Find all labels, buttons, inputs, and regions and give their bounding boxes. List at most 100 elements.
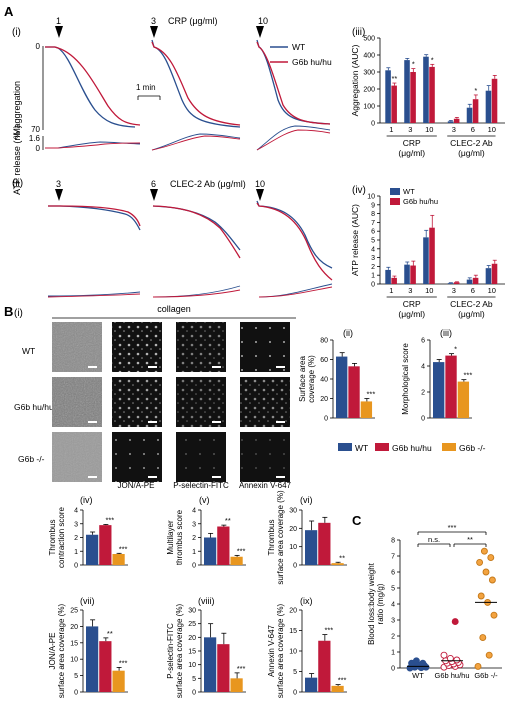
panel-B-ii-label: (ii) — [343, 328, 353, 338]
row-label-wt: WT — [22, 346, 35, 356]
data-point-G6b -/- — [485, 651, 493, 659]
bar-G6b hu/hu — [410, 265, 416, 284]
agonist-arrow-icon — [55, 26, 63, 38]
bar-G6b hu/hu — [472, 277, 479, 284]
tick-0b: 0 — [36, 144, 41, 153]
y-tick-label: 15 — [70, 640, 78, 647]
y-tick-label: 0 — [74, 690, 78, 697]
x-tick-label: 10 — [488, 286, 496, 295]
dose-label-row2-3: 10 — [255, 179, 265, 189]
bar-G6b hu/hu — [348, 366, 360, 418]
significance-label: *** — [119, 658, 128, 667]
panel-A-i-label: (i) — [12, 27, 21, 38]
y-axis-title: Thrombus — [267, 519, 276, 555]
x-tick-label: 3 — [408, 125, 412, 134]
y-tick-label: 3 — [74, 521, 78, 528]
significance-label: *** — [338, 676, 347, 685]
panel-B-i-label: (i) — [14, 308, 23, 319]
group-label: (μg/ml) — [398, 309, 425, 319]
bar-WT — [204, 637, 217, 692]
legend-label: WT — [403, 187, 415, 196]
panel-A-iv-label: (iv) — [352, 185, 366, 196]
data-point-G6b -/- — [479, 634, 487, 642]
tick-1-6: 1.6 — [29, 134, 41, 143]
bar-G6b hu/hu — [491, 263, 498, 284]
y-axis-title: Blood loss:body weight — [367, 562, 376, 645]
y-axis-atp: ATP release (nM) — [12, 125, 22, 195]
bar-G6b -/- — [230, 556, 243, 565]
significance-label: *** — [237, 546, 246, 555]
data-point-G6b hu/hu — [453, 656, 461, 664]
significance-label: *** — [366, 390, 375, 399]
dose-label-row1-3: 10 — [258, 16, 268, 26]
y-axis-title: JON/A-PE — [48, 633, 57, 670]
y-tick-label: 30 — [289, 508, 297, 515]
y-tick-label: 1 — [371, 273, 375, 280]
legend-wt-label: WT — [292, 42, 305, 52]
legend-b-hu-swatch — [375, 443, 389, 451]
legend-swatch — [390, 188, 400, 195]
bar-G6b hu/hu — [217, 644, 230, 692]
y-tick-label: 10 — [367, 194, 375, 201]
y-tick-label: 2 — [192, 535, 196, 542]
x-tick-label: 6 — [471, 125, 475, 134]
significance-label: * — [412, 60, 415, 69]
y-tick-label: 15 — [289, 628, 297, 635]
y-tick-label: 5 — [192, 676, 196, 683]
bar-G6b hu/hu — [217, 526, 230, 565]
y-axis-aggregation: % aggregation — [12, 81, 22, 139]
group-label: (μg/ml) — [398, 148, 425, 158]
panel-B-iv-label: (iv) — [80, 495, 93, 505]
bar-G6b hu/hu — [99, 641, 112, 692]
y-tick-label: 20 — [289, 608, 297, 615]
bar-G6b -/- — [112, 670, 125, 692]
y-tick-label: 4 — [391, 602, 395, 609]
y-tick-label: 200 — [363, 87, 375, 94]
panel-B-iii-label: (iii) — [440, 328, 452, 338]
agonist-arrow-icon — [55, 189, 63, 201]
chart-B-ix: 0 5 10 15 20 Annexin V-647 surface area covera… — [267, 604, 347, 699]
bar-WT — [404, 60, 410, 123]
y-axis-title: surface area coverage (%) — [276, 604, 285, 699]
panel-B-viii-label: (viii) — [198, 596, 215, 606]
trace-clec-6 — [152, 205, 241, 298]
y-tick-label: 4 — [371, 246, 375, 253]
y-tick-label: 3 — [391, 618, 395, 625]
x-tick-label: 1 — [389, 125, 393, 134]
legend-hu-label: G6b hu/hu — [292, 57, 332, 67]
bar-G6b hu/hu — [445, 355, 457, 418]
bar-G6b hu/hu — [99, 525, 112, 565]
significance-label: ** — [467, 535, 473, 544]
group-label: (μg/ml) — [458, 309, 485, 319]
y-tick-label: 4 — [421, 364, 425, 371]
chart-B-ii: 0 20 40 60 80 Surface area coverage (%) *** — [298, 338, 375, 423]
y-axis-title: ATP release (AUC) — [350, 204, 360, 276]
y-axis-title: Morphological score — [401, 343, 410, 415]
clec-label: CLEC-2 Ab (μg/ml) — [170, 179, 246, 189]
col-label-annexin: Annexin V-647 — [239, 481, 292, 490]
trace-crp-10 — [256, 39, 331, 151]
y-tick-label: 0 — [192, 563, 196, 570]
data-point-G6b -/- — [477, 592, 485, 600]
bar-G6b -/- — [230, 678, 243, 692]
y-tick-label: 6 — [421, 338, 425, 345]
y-tick-label: 0 — [293, 563, 297, 570]
group-label: CLEC-2 Ab — [450, 299, 493, 309]
bar-WT — [336, 356, 348, 418]
chart-B-viii: 0 5 10 15 20 25 30 P-selectin-FITC surface area … — [166, 604, 246, 698]
y-tick-label: 9 — [371, 202, 375, 209]
y-tick-label: 4 — [192, 508, 196, 515]
y-tick-label: 20 — [188, 635, 196, 642]
data-point-G6b -/- — [480, 547, 488, 555]
legend-b-hu-label: G6b hu/hu — [392, 443, 432, 453]
y-tick-label: 400 — [363, 53, 375, 60]
x-tick-label: 3 — [408, 286, 412, 295]
panel-B-vi-label: (vi) — [300, 495, 313, 505]
legend-b-ko-swatch — [442, 443, 456, 451]
bar-G6b hu/hu — [318, 522, 331, 565]
bar-WT — [447, 121, 454, 123]
y-tick-label: 4 — [74, 508, 78, 515]
